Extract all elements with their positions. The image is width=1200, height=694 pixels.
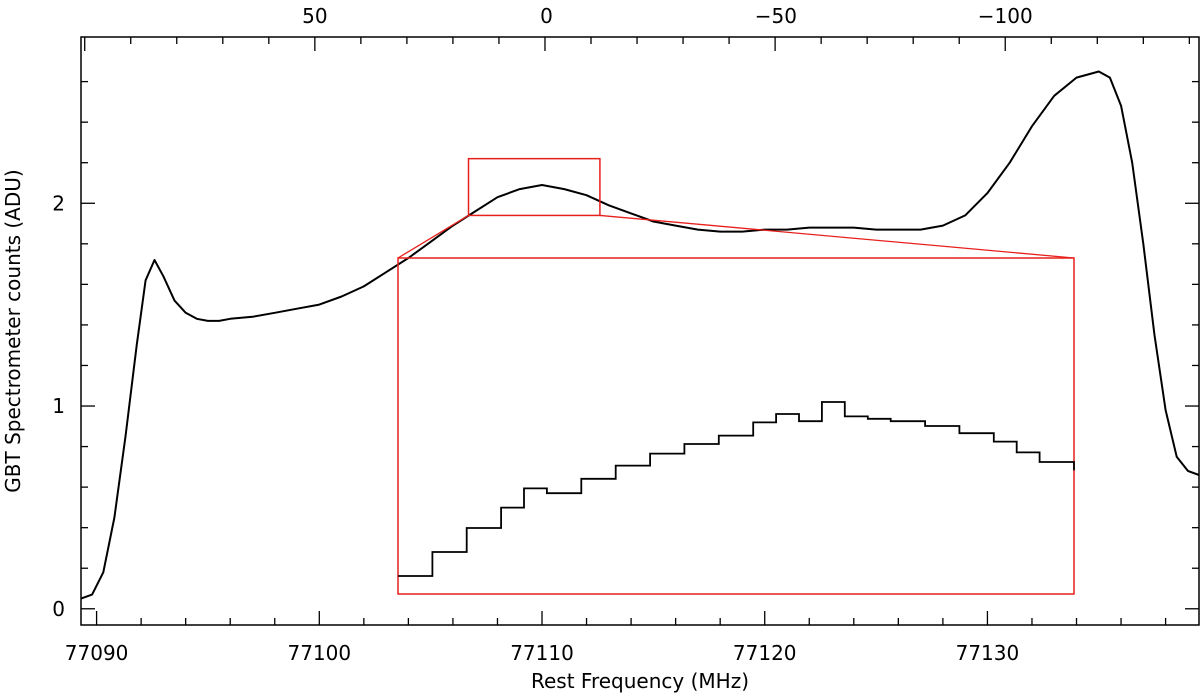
- y-tick-label: 2: [52, 191, 65, 215]
- x-tick-label: 77090: [65, 641, 129, 665]
- x-tick-label: 77100: [287, 641, 351, 665]
- top-tick-label: −50: [755, 4, 797, 28]
- top-tick-label: 50: [302, 4, 327, 28]
- spectrum-line: [80, 70, 1200, 600]
- y-tick-label: 0: [52, 597, 65, 621]
- y-tick-label: 1: [52, 394, 65, 418]
- zoom-connector-line: [599, 214, 1075, 259]
- x-tick-label: 77120: [733, 641, 797, 665]
- y-axis-label: GBT Spectrometer counts (ADU): [1, 169, 25, 492]
- x-tick-label: 77130: [956, 641, 1020, 665]
- inset-frame: [397, 257, 1075, 595]
- top-tick-label: 0: [540, 4, 553, 28]
- inset-spectrum-line: [398, 401, 1075, 577]
- top-tick-label: −100: [978, 4, 1033, 28]
- plot-frame: [80, 36, 1200, 626]
- zoom-region-box: [467, 157, 601, 217]
- zoom-connector-line: [397, 214, 469, 259]
- x-axis-label: Rest Frequency (MHz): [531, 669, 749, 693]
- x-tick-label: 77110: [510, 641, 574, 665]
